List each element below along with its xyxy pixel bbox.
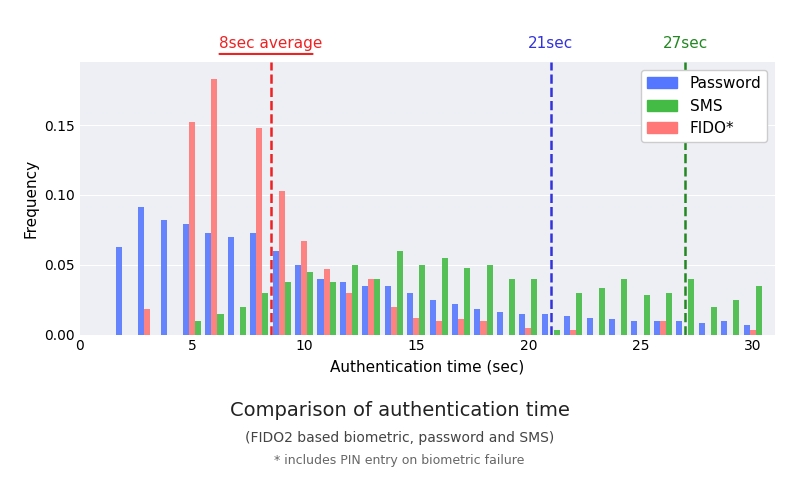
- Bar: [609, 319, 615, 335]
- Legend: Password, SMS, FIDO*: Password, SMS, FIDO*: [641, 70, 767, 142]
- Bar: [217, 314, 224, 335]
- Bar: [554, 330, 560, 335]
- Text: 21sec: 21sec: [528, 36, 574, 51]
- Bar: [413, 318, 419, 335]
- Bar: [442, 258, 447, 335]
- Bar: [711, 307, 717, 335]
- Bar: [340, 282, 346, 335]
- Bar: [598, 289, 605, 335]
- Bar: [195, 321, 201, 335]
- Bar: [329, 282, 336, 335]
- Text: Comparison of authentication time: Comparison of authentication time: [229, 401, 570, 420]
- Bar: [205, 233, 212, 335]
- Bar: [749, 330, 756, 335]
- Bar: [407, 293, 413, 335]
- Bar: [391, 307, 397, 335]
- Bar: [368, 279, 375, 335]
- Text: * includes PIN entry on biometric failure: * includes PIN entry on biometric failur…: [274, 454, 525, 467]
- Text: 8sec average: 8sec average: [219, 36, 322, 51]
- Bar: [144, 309, 150, 335]
- Bar: [317, 279, 324, 335]
- Bar: [621, 279, 627, 335]
- Bar: [666, 293, 672, 335]
- Bar: [324, 269, 329, 335]
- Bar: [519, 314, 526, 335]
- Bar: [487, 265, 493, 335]
- Bar: [419, 265, 425, 335]
- Bar: [744, 325, 749, 335]
- Bar: [138, 207, 144, 335]
- Bar: [346, 293, 352, 335]
- Bar: [654, 321, 660, 335]
- Bar: [272, 251, 279, 335]
- Bar: [161, 220, 166, 335]
- X-axis label: Authentication time (sec): Authentication time (sec): [330, 359, 525, 374]
- Bar: [756, 286, 761, 335]
- Bar: [362, 286, 368, 335]
- Bar: [464, 268, 470, 335]
- Bar: [676, 321, 682, 335]
- Bar: [352, 265, 358, 335]
- Bar: [576, 293, 582, 335]
- Bar: [397, 251, 403, 335]
- Bar: [497, 312, 503, 335]
- Bar: [586, 318, 593, 335]
- Bar: [542, 314, 548, 335]
- Text: 27sec: 27sec: [662, 36, 708, 51]
- Bar: [526, 327, 531, 335]
- Bar: [458, 319, 464, 335]
- Bar: [240, 307, 246, 335]
- Bar: [256, 128, 262, 335]
- Bar: [284, 282, 291, 335]
- Text: (FIDO2 based biometric, password and SMS): (FIDO2 based biometric, password and SMS…: [244, 431, 555, 445]
- Bar: [570, 330, 576, 335]
- Bar: [301, 241, 307, 335]
- Bar: [250, 233, 256, 335]
- Bar: [307, 272, 313, 335]
- Bar: [631, 321, 638, 335]
- Bar: [375, 279, 380, 335]
- Bar: [531, 279, 538, 335]
- Bar: [295, 265, 301, 335]
- Bar: [430, 300, 435, 335]
- Bar: [189, 122, 195, 335]
- Y-axis label: Frequency: Frequency: [24, 159, 38, 238]
- Bar: [116, 247, 121, 335]
- Bar: [452, 304, 458, 335]
- Bar: [475, 309, 480, 335]
- Bar: [435, 321, 442, 335]
- Bar: [660, 321, 666, 335]
- Bar: [733, 300, 739, 335]
- Bar: [698, 324, 705, 335]
- Bar: [509, 279, 515, 335]
- Bar: [564, 316, 570, 335]
- Bar: [228, 237, 234, 335]
- Bar: [212, 79, 217, 335]
- Bar: [480, 321, 487, 335]
- Bar: [279, 191, 284, 335]
- Bar: [385, 286, 391, 335]
- Bar: [643, 295, 650, 335]
- Bar: [183, 224, 189, 335]
- Bar: [262, 293, 268, 335]
- Bar: [721, 321, 727, 335]
- Bar: [689, 279, 694, 335]
